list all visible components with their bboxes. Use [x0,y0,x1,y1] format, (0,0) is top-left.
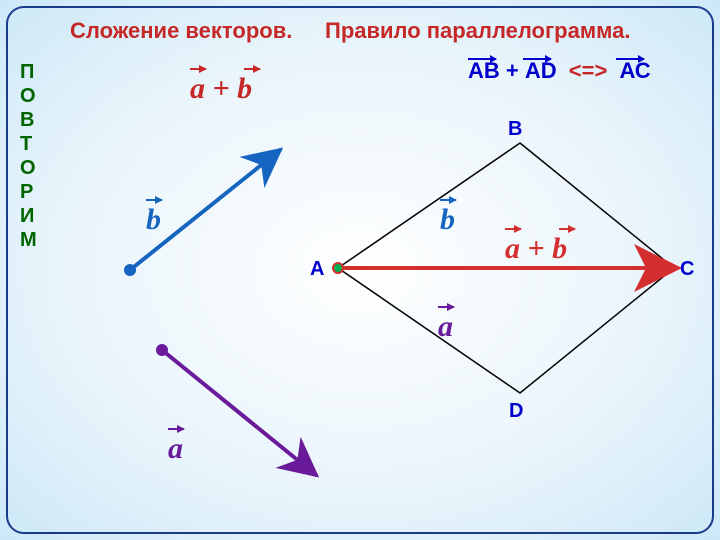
eq-equiv: <=> [569,58,608,83]
eq-AC: АС [619,58,650,83]
label-a_bottom: a [168,432,183,466]
point-label-D: D [509,400,523,423]
label-b_left: b [146,203,161,237]
label-a_plus_b_top: a + b [190,72,252,106]
vector-equation: АВ + АD <=> АС [468,58,651,84]
point-label-B: B [508,118,522,141]
point-label-A: A [310,258,324,281]
label-a_right: a [438,310,453,344]
point-label-C: C [680,258,694,281]
label-b_right: b [440,203,455,237]
label-a_plus_b_red: a + b [505,232,567,266]
